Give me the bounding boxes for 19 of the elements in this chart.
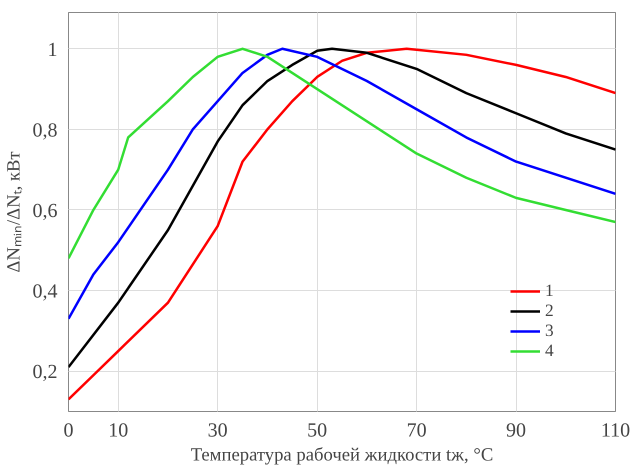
x-tick-label: 10 bbox=[108, 420, 128, 442]
x-tick-label: 30 bbox=[208, 420, 228, 442]
y-tick-label: 0,8 bbox=[32, 119, 58, 142]
y-axis-title: ΔNₘᵢₙ/ΔNₜ, кВт bbox=[4, 151, 24, 273]
legend-label: 1 bbox=[545, 281, 555, 301]
legend-label: 4 bbox=[545, 341, 555, 361]
x-tick-label: 0 bbox=[64, 420, 74, 442]
y-tick-label: 1 bbox=[48, 38, 58, 61]
x-tick-label: 90 bbox=[506, 420, 526, 442]
legend-label: 2 bbox=[545, 301, 555, 321]
line-series bbox=[68, 48, 616, 260]
x-tick-label: 50 bbox=[307, 420, 328, 442]
x-tick-label: 70 bbox=[406, 420, 427, 442]
legend-label: 3 bbox=[545, 321, 555, 341]
x-axis-title: Температура рабочей жидкости tж, °C bbox=[190, 444, 494, 466]
x-tick-label: 110 bbox=[600, 420, 630, 442]
y-tick-label: 0,2 bbox=[32, 361, 58, 384]
y-tick-label: 0,4 bbox=[32, 280, 58, 303]
y-tick-label: 0,6 bbox=[32, 200, 58, 222]
